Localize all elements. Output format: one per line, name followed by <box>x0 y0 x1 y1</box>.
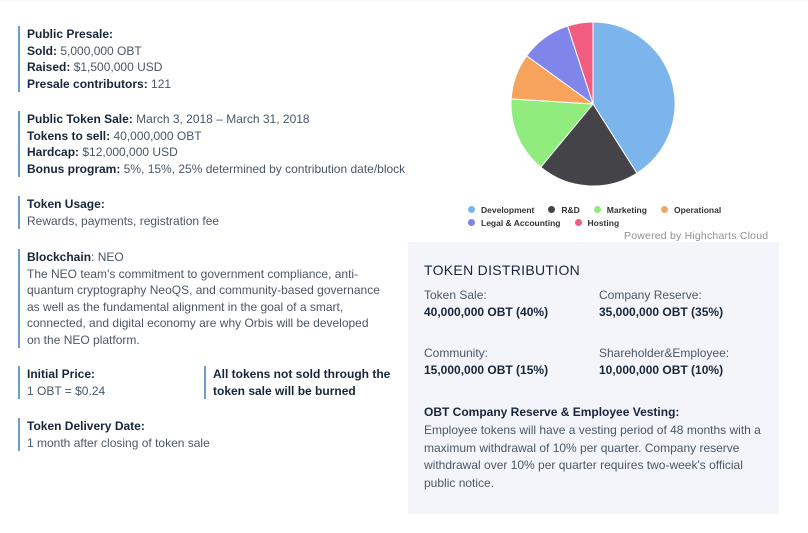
legend-dot <box>548 206 556 213</box>
dist-token-sale: Token Sale: 40,000,000 OBT (40%) <box>424 287 548 321</box>
dist-label: Company Reserve: <box>599 288 702 302</box>
presale-title: Public Presale: <box>27 27 114 41</box>
legend-item[interactable]: Operational <box>660 204 722 215</box>
price-title: Initial Price: <box>27 367 96 381</box>
hardcap-value: $12,000,000 USD <box>79 145 178 159</box>
legend-label: Legal & Accounting <box>481 217 561 228</box>
delivery-value: 1 month after closing of token sale <box>27 435 210 450</box>
raised-label: Raised: <box>27 60 71 74</box>
contrib-value: 121 <box>147 76 172 91</box>
blockchain-value: : NEO <box>91 250 124 264</box>
legend-label: R&D <box>561 204 580 215</box>
legend-item[interactable]: Marketing <box>593 204 647 215</box>
usage-title: Token Usage: <box>27 197 105 211</box>
token-sale-dates: March 3, 2018 – March 31, 2018 <box>132 112 310 126</box>
delivery-title: Token Delivery Date: <box>27 419 145 433</box>
presale-block: Public Presale: Sold: 5,000,000 OBT Rais… <box>18 26 171 92</box>
distribution-title: TOKEN DISTRIBUTION <box>424 262 581 278</box>
token-distribution-panel: TOKEN DISTRIBUTION Token Sale: 40,000,00… <box>408 242 779 514</box>
legend-item[interactable]: Hosting <box>574 217 620 228</box>
legend-label: Hosting <box>587 217 620 228</box>
vesting-text: Employee tokens will have a vesting peri… <box>424 423 761 490</box>
dist-label: Token Sale: <box>424 288 487 302</box>
pie-chart <box>510 21 676 187</box>
pie-slice-r-d[interactable] <box>540 103 638 187</box>
legend-dot <box>593 206 601 213</box>
burn-note: All tokens not sold through the token sa… <box>204 366 393 399</box>
legend-label: Operational <box>673 204 722 215</box>
dist-value: 40,000,000 OBT (40%) <box>424 305 549 319</box>
bonus-value: 5%, 15%, 25% determined by contribution … <box>120 161 406 176</box>
tosell-label: Tokens to sell: <box>27 128 111 143</box>
sold-value: 5,000,000 OBT <box>57 43 142 58</box>
contrib-label: Presale contributors: <box>27 76 148 91</box>
tosell-value: 40,000,000 OBT <box>110 128 202 143</box>
blockchain-text: The NEO team's commitment to government … <box>27 266 380 347</box>
chart-legend: Development R&D Marketing Operational Le… <box>468 203 778 229</box>
price-block: Initial Price: 1 OBT = $0.24 <box>18 366 105 399</box>
dist-shareholder-employee: Shareholder&Employee: 10,000,000 OBT (10… <box>599 345 729 379</box>
token-sale-block: Public Token Sale: March 3, 2018 – March… <box>18 111 405 177</box>
legend-item[interactable]: Legal & Accounting <box>468 218 561 228</box>
dist-company-reserve: Company Reserve: 35,000,000 OBT (35%) <box>599 287 723 321</box>
legend-label: Development <box>481 204 535 215</box>
usage-text: Rewards, payments, registration fee <box>27 213 220 228</box>
legend-label: Marketing <box>606 204 647 215</box>
highcharts-credit-link[interactable]: Powered by Highcharts Cloud <box>624 230 769 242</box>
blockchain-label: Blockchain <box>27 250 92 264</box>
dist-community: Community: 15,000,000 OBT (15%) <box>424 345 548 379</box>
legend-dot <box>574 219 582 226</box>
token-sale-title: Public Token Sale: <box>27 112 133 126</box>
delivery-block: Token Delivery Date: 1 month after closi… <box>18 418 210 451</box>
vesting-title: OBT Company Reserve & Employee Vesting: <box>424 405 680 419</box>
top-border <box>0 0 808 2</box>
sold-label: Sold: <box>27 43 57 58</box>
legend-item[interactable]: Development <box>468 205 534 215</box>
dist-label: Shareholder&Employee: <box>599 346 730 360</box>
legend-item[interactable]: R&D <box>548 204 580 215</box>
pie-slice-hosting[interactable] <box>567 21 594 105</box>
dist-value: 15,000,000 OBT (15%) <box>424 363 549 377</box>
dist-value: 10,000,000 OBT (10%) <box>599 363 724 377</box>
bonus-label: Bonus program: <box>27 161 121 176</box>
raised-value: $1,500,000 USD <box>70 60 163 74</box>
blockchain-block: Blockchain: NEO The NEO team's commitmen… <box>18 249 382 348</box>
hardcap-label: Hardcap: <box>27 145 80 159</box>
pie-slice-marketing[interactable] <box>510 98 595 168</box>
dist-value: 35,000,000 OBT (35%) <box>599 305 724 319</box>
legend-dot <box>468 206 475 213</box>
legend-dot <box>660 206 668 213</box>
price-value: 1 OBT = $0.24 <box>27 383 106 398</box>
legend-dot <box>468 219 475 226</box>
usage-block: Token Usage: Rewards, payments, registra… <box>18 196 219 229</box>
dist-label: Community: <box>424 346 489 360</box>
